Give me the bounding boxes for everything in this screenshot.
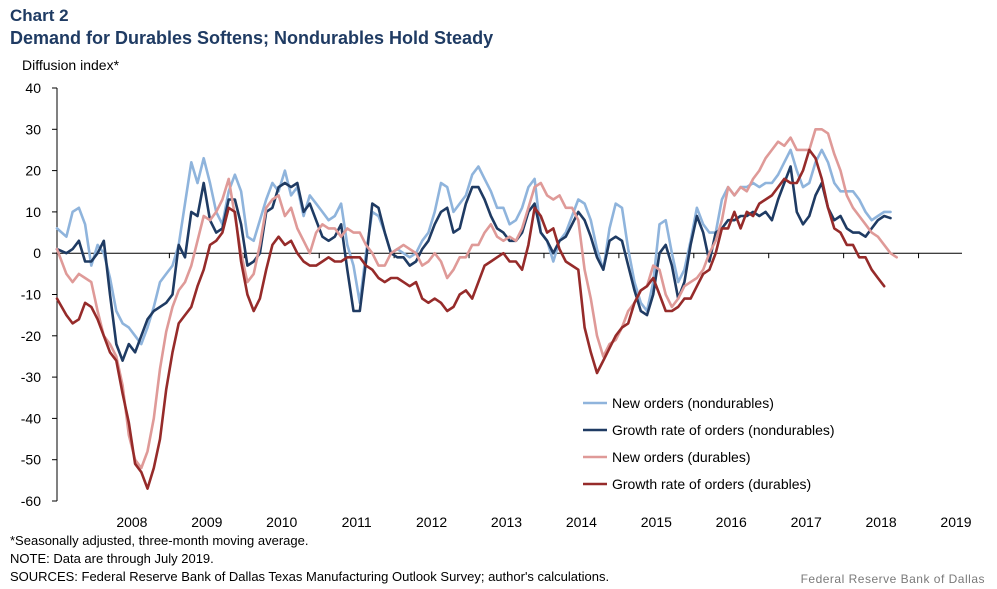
legend-label-4: Growth rate of orders (durables): [612, 476, 811, 492]
legend-label-3: New orders (durables): [612, 449, 751, 465]
x-tick-label: 2014: [566, 514, 597, 530]
footnote-sources: SOURCES: Federal Reserve Bank of Dallas …: [10, 569, 610, 584]
y-tick-label: 20: [25, 163, 41, 179]
y-tick-label: 30: [25, 121, 41, 137]
series-line-2: [55, 165, 892, 362]
legend-label-2: Growth rate of orders (nondurables): [612, 422, 835, 438]
x-tick-label: 2016: [716, 514, 747, 530]
legend-label-1: New orders (nondurables): [612, 395, 774, 411]
x-tick-label: 2011: [342, 514, 372, 530]
x-tick-label: 2009: [191, 514, 222, 530]
chart-title: Demand for Durables Softens; Nondurables…: [10, 28, 494, 48]
footnote-data-through: NOTE: Data are through July 2019.: [10, 551, 214, 566]
y-tick-label: -50: [21, 452, 41, 468]
y-tick-label: 40: [25, 80, 41, 96]
y-axis-label: Diffusion index*: [22, 57, 120, 73]
x-tick-label: 2010: [266, 514, 297, 530]
series-line-1: [55, 148, 892, 346]
y-axis: 40 30 20 10 0 -10 -20 -30 -40 -50 -60: [21, 80, 58, 509]
series-line-3: [55, 128, 898, 470]
x-tick-label: 2019: [940, 514, 971, 530]
footnote-seasonal: *Seasonally adjusted, three-month moving…: [10, 533, 309, 548]
y-tick-label: 0: [33, 245, 41, 261]
x-tick-label: 2015: [641, 514, 672, 530]
x-axis: 2008 2009 2010 2011 2012 2013 2014 2015 2016 2017…: [57, 252, 972, 530]
x-tick-label: 2018: [866, 514, 897, 530]
chart-number-label: Chart 2: [10, 6, 69, 25]
x-tick-label: 2008: [116, 514, 147, 530]
y-tick-label: -40: [21, 410, 41, 426]
y-tick-label: -30: [21, 369, 41, 385]
legend: New orders (nondurables) Growth rate of o…: [583, 395, 835, 492]
x-tick-label: 2013: [491, 514, 522, 530]
x-tick-label: 2017: [791, 514, 822, 530]
y-tick-label: -10: [21, 287, 41, 303]
y-tick-label: 10: [25, 204, 41, 220]
y-tick-label: -20: [21, 328, 41, 344]
y-tick-label: -60: [21, 493, 41, 509]
x-tick-label: 2012: [416, 514, 447, 530]
series-line-4: [55, 148, 886, 490]
publisher-credit: Federal Reserve Bank of Dallas: [800, 572, 985, 586]
series-lines: [55, 128, 898, 490]
